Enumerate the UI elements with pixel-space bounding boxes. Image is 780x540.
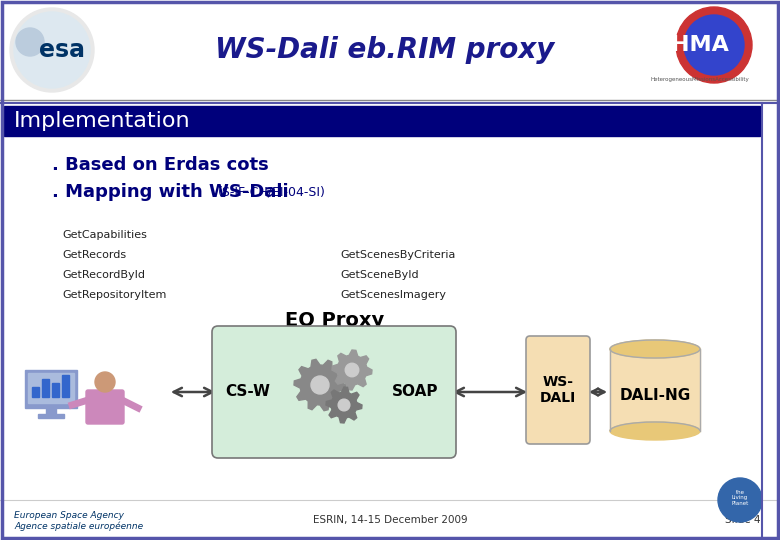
FancyBboxPatch shape	[212, 326, 456, 458]
Circle shape	[95, 372, 115, 392]
Text: SOAP: SOAP	[392, 384, 438, 400]
Circle shape	[16, 28, 44, 56]
Circle shape	[684, 15, 744, 75]
Bar	[4, 106, 760, 136]
Circle shape	[339, 399, 350, 411]
Text: . Mapping with WS-Dali: . Mapping with WS-Dali	[52, 183, 295, 201]
Bar	[52, 383, 59, 397]
Bar	[25, 370, 77, 408]
Text: WS-
DALI: WS- DALI	[540, 375, 576, 405]
Bar	[0, 500, 780, 540]
Text: GetScenesImagery: GetScenesImagery	[340, 290, 446, 300]
FancyBboxPatch shape	[86, 390, 124, 424]
Text: esa: esa	[39, 38, 85, 62]
Text: GetRecordById: GetRecordById	[62, 270, 145, 280]
Text: GetScenesByCriteria: GetScenesByCriteria	[340, 250, 456, 260]
Text: GetSceneById: GetSceneById	[340, 270, 419, 280]
Text: WS-Dali eb.RIM proxy: WS-Dali eb.RIM proxy	[215, 36, 555, 64]
Text: HeterogeneousMissionsAccessibility: HeterogeneousMissionsAccessibility	[651, 78, 750, 83]
Bar	[28, 373, 74, 403]
Text: GetRecords: GetRecords	[62, 250, 126, 260]
Circle shape	[10, 8, 94, 92]
Text: Implementation: Implementation	[14, 111, 190, 131]
Text: ESRIN, 14-15 December 2009: ESRIN, 14-15 December 2009	[313, 515, 467, 525]
Polygon shape	[326, 387, 362, 423]
Text: European Space Agency: European Space Agency	[14, 510, 124, 519]
Polygon shape	[332, 350, 372, 390]
Text: Slide 4: Slide 4	[725, 515, 760, 525]
Text: HMA: HMA	[671, 35, 729, 55]
Bar	[42, 379, 49, 397]
Bar	[62, 375, 69, 397]
Text: DALI-NG: DALI-NG	[619, 388, 690, 402]
Circle shape	[346, 363, 359, 377]
Polygon shape	[294, 359, 346, 411]
Circle shape	[718, 478, 762, 522]
Circle shape	[676, 7, 752, 83]
FancyBboxPatch shape	[526, 336, 590, 444]
Text: . Based on Erdas cots: . Based on Erdas cots	[52, 156, 269, 174]
Text: CS-W: CS-W	[225, 384, 271, 400]
Text: EO Proxy: EO Proxy	[285, 310, 385, 329]
Bar	[38, 414, 64, 418]
Bar	[0, 0, 780, 100]
Circle shape	[311, 376, 329, 394]
Ellipse shape	[610, 422, 700, 440]
Text: Agence spatiale européenne: Agence spatiale européenne	[14, 521, 143, 531]
Bar	[610, 349, 700, 431]
Text: GetRepositoryItem: GetRepositoryItem	[62, 290, 166, 300]
Circle shape	[14, 12, 90, 88]
Text: the
Living
Planet: the Living Planet	[732, 490, 749, 507]
Bar	[32, 387, 39, 397]
Bar	[46, 408, 56, 414]
Text: (S-IF-CH/EI-04-SI): (S-IF-CH/EI-04-SI)	[218, 186, 325, 199]
Ellipse shape	[610, 340, 700, 358]
Text: GetCapabilities: GetCapabilities	[62, 230, 147, 240]
